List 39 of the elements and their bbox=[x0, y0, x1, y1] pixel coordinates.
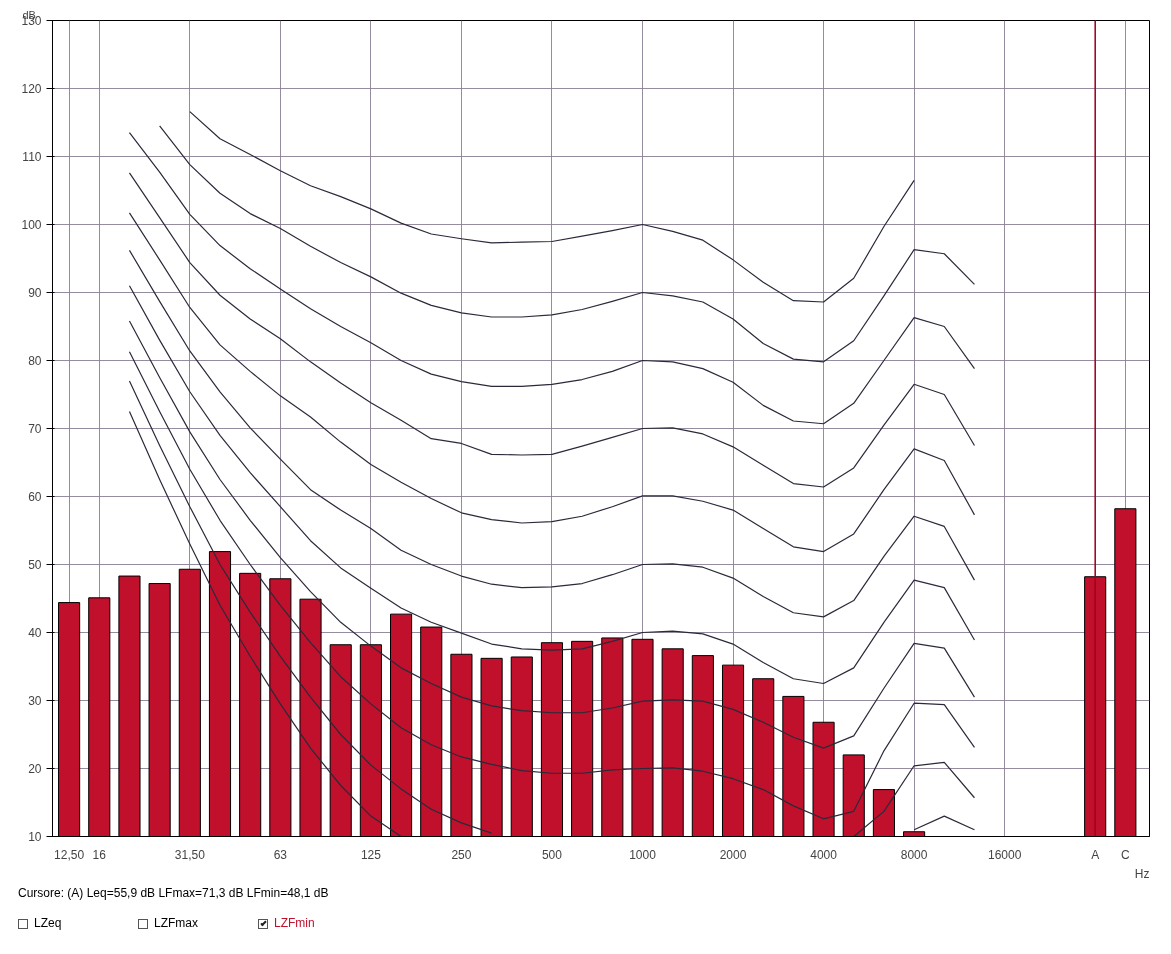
line-series bbox=[128, 132, 976, 425]
y-tick-label: 90 bbox=[28, 286, 42, 300]
text: LZeq bbox=[33, 915, 63, 932]
y-tick-label: 70 bbox=[28, 422, 42, 436]
x-tick-label: 500 bbox=[541, 847, 563, 862]
x-tick-label: 125 bbox=[360, 847, 382, 862]
x-axis-title: Hz bbox=[1134, 866, 1150, 881]
line-series bbox=[128, 172, 976, 488]
x-tick-label: 31,50 bbox=[174, 847, 206, 862]
x-tick-label: 1000 bbox=[629, 847, 657, 862]
text: LZFmax bbox=[153, 915, 199, 932]
line-series bbox=[189, 111, 915, 303]
x-tick-label: C bbox=[1121, 847, 1131, 862]
y-tick-label: 120 bbox=[21, 82, 42, 96]
x-tick-label: 4000 bbox=[810, 847, 838, 862]
y-tick-label: 30 bbox=[28, 694, 42, 708]
text: LZFmin bbox=[273, 915, 316, 932]
y-tick-label: 60 bbox=[28, 490, 42, 504]
line-series bbox=[128, 212, 976, 553]
y-tick-label: 10 bbox=[28, 830, 42, 844]
y-tick-label: 40 bbox=[28, 626, 42, 640]
line-series bbox=[128, 249, 976, 618]
y-tick-label: 100 bbox=[21, 218, 42, 232]
x-tick-label: 16 bbox=[92, 847, 107, 862]
x-tick-label: A bbox=[1091, 847, 1100, 862]
text: Cursore: (A) Leq=55,9 dB LFmax=71,3 dB LFmin=48,1 dB bbox=[18, 885, 329, 902]
x-tick-label: 8000 bbox=[900, 847, 928, 862]
x-tick-label: 250 bbox=[451, 847, 472, 862]
line-series bbox=[128, 285, 976, 685]
y-tick-label: 50 bbox=[28, 558, 42, 572]
y-tick-label: 80 bbox=[28, 354, 42, 368]
y-tick-label: 20 bbox=[28, 762, 42, 776]
x-tick-label: 16000 bbox=[987, 847, 1022, 862]
x-tick-label: 12,50 bbox=[54, 847, 85, 862]
x-tick-label: 63 bbox=[273, 847, 288, 862]
x-tick-label: 2000 bbox=[719, 847, 747, 862]
y-tick-label: 110 bbox=[22, 150, 42, 164]
line-series bbox=[128, 320, 976, 749]
line-series bbox=[159, 125, 976, 363]
